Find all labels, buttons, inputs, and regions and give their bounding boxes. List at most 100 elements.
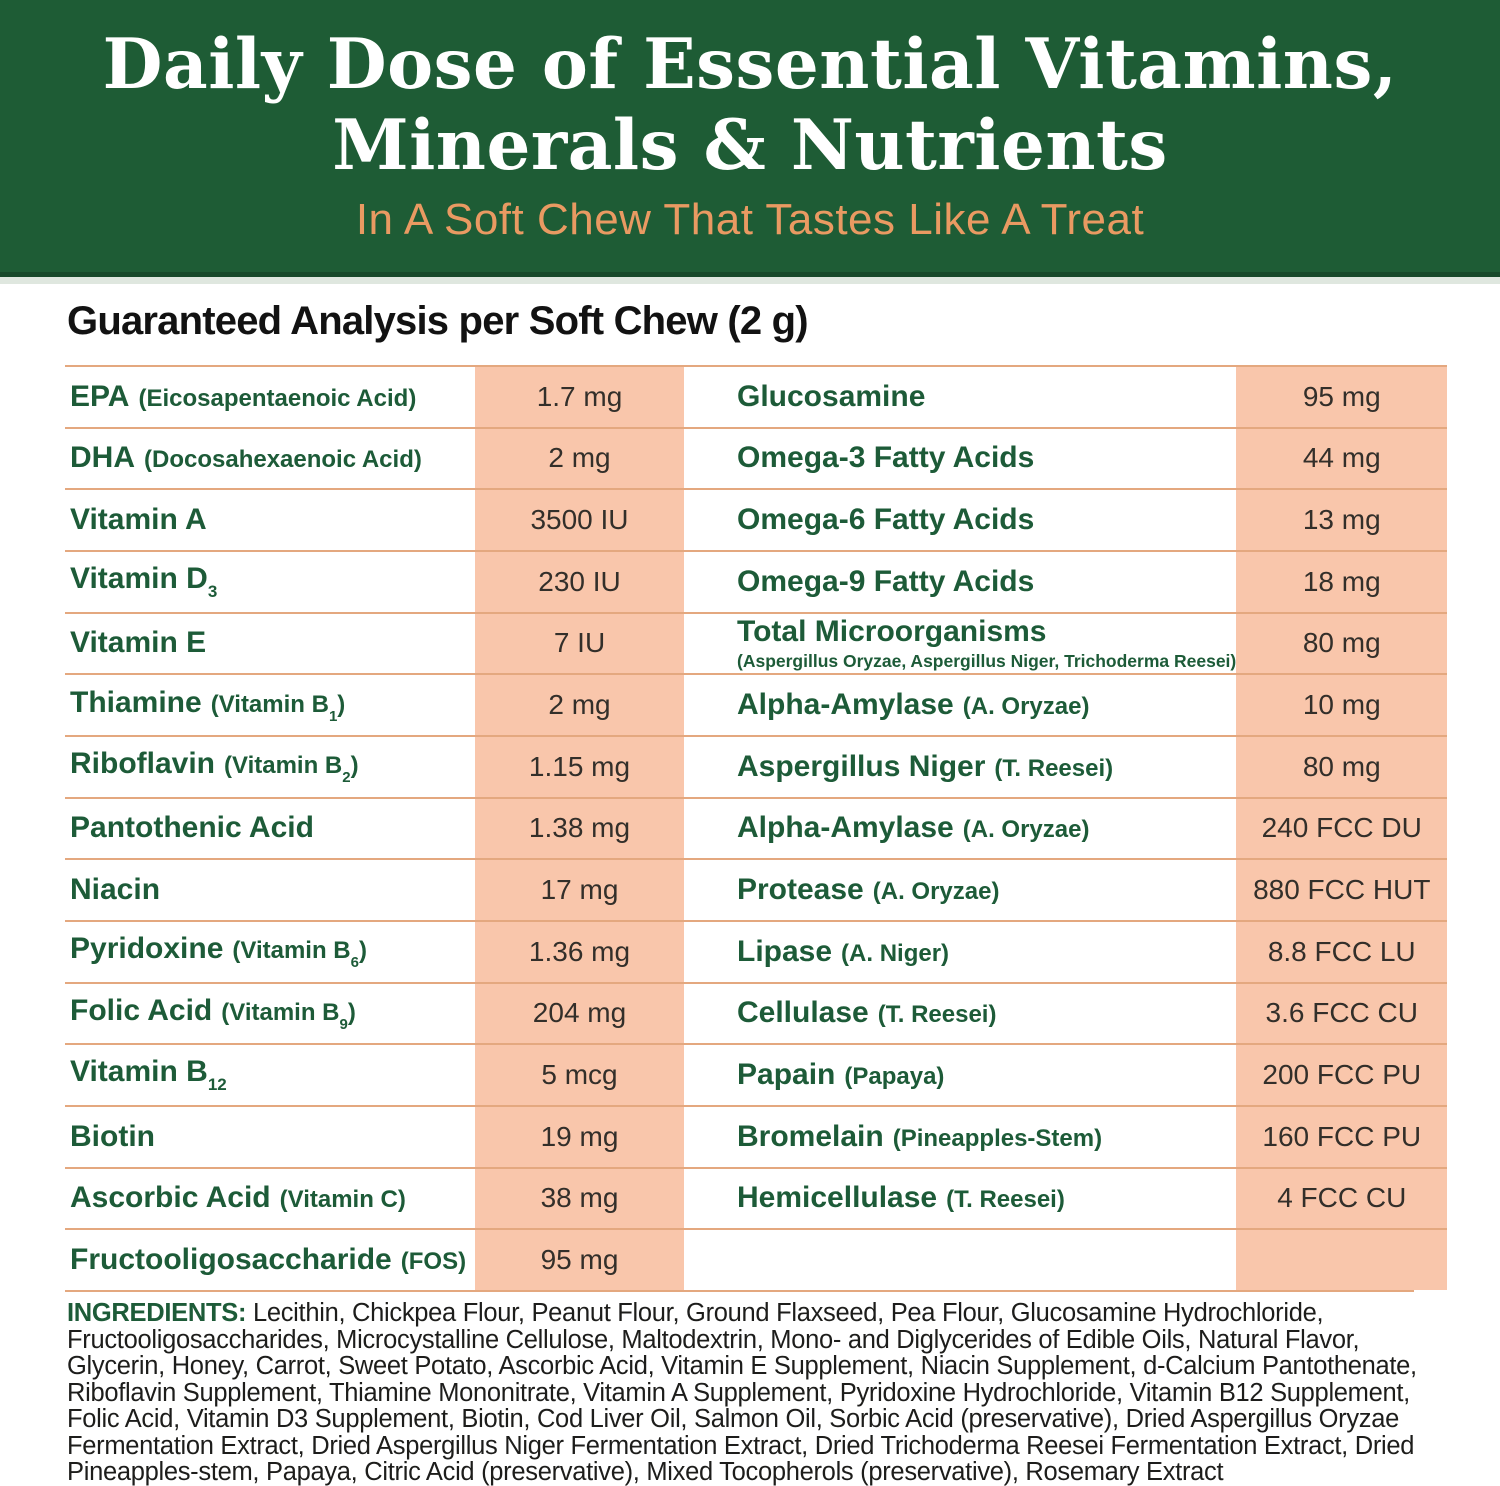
nutrient-paren: (Vitamin C): [279, 1186, 406, 1214]
nutrient-value: 80 mg: [1236, 737, 1448, 797]
nutrient-label-line: DHA (Docosahexaenoic Acid): [70, 441, 475, 475]
nutrient-value: 95 mg: [1236, 367, 1448, 427]
guaranteed-analysis-heading: Guaranteed Analysis per Soft Chew (2 g): [67, 299, 809, 343]
nutrient-value: 2 mg: [475, 428, 684, 489]
nutrient-value: 1.15 mg: [475, 737, 684, 797]
nutrient-label-line: Vitamin A: [70, 503, 475, 537]
nutrient-label-cell: Niacin: [65, 860, 475, 920]
nutrient-label-line: Ascorbic Acid (Vitamin C): [70, 1181, 475, 1215]
nutrient-name: Pantothenic Acid: [70, 811, 314, 845]
nutrient-name: Bromelain: [737, 1119, 884, 1153]
table-row: Omega-9 Fatty Acids 18 mg: [684, 550, 1448, 612]
nutrient-value: 880 FCC HUT: [1236, 860, 1448, 920]
nutrient-paren-subscript: 2: [342, 769, 351, 787]
guaranteed-analysis-table: EPA (Eicosapentaenoic Acid) 1.7 mg DHA (Do…: [65, 365, 1448, 1292]
nutrient-value: 8.8 FCC LU: [1236, 922, 1448, 982]
nutrient-paren: (Eicosapentaenoic Acid): [138, 384, 417, 412]
nutrient-label-line: Vitamin B12: [70, 1055, 475, 1095]
nutrient-name: Vitamin A: [70, 503, 207, 537]
nutrient-label-cell: Omega-6 Fatty Acids: [684, 490, 1236, 550]
nutrient-label-cell: Glucosamine: [684, 367, 1236, 427]
nutrient-label-cell: Pyridoxine (Vitamin B6): [65, 922, 475, 982]
nutrient-label-line: Omega-6 Fatty Acids: [737, 503, 1236, 537]
nutrient-label-cell: Alpha-Amylase (A. Oryzae): [684, 675, 1236, 735]
nutrient-value: 1.7 mg: [475, 367, 684, 427]
nutrient-value: 204 mg: [475, 983, 684, 1044]
nutrient-name: Alpha-Amylase: [737, 811, 954, 845]
nutrient-label-cell: Fructooligosaccharide (FOS): [65, 1230, 475, 1290]
nutrient-value: 10 mg: [1236, 675, 1448, 735]
nutrient-value: 3500 IU: [475, 490, 684, 550]
nutrient-label-cell: Vitamin B12: [65, 1045, 475, 1105]
table-row: Vitamin A 3500 IU: [65, 488, 684, 550]
nutrient-paren: (Docosahexaenoic Acid): [144, 446, 422, 474]
nutrient-label-cell: Ascorbic Acid (Vitamin C): [65, 1169, 475, 1229]
nutrient-paren: (T. Reesei): [994, 754, 1114, 782]
nutrient-name: Fructooligosaccharide: [70, 1243, 392, 1277]
table-row: Ascorbic Acid (Vitamin C) 38 mg: [65, 1166, 684, 1229]
table-row: Papain (Papaya) 200 FCC PU: [684, 1043, 1448, 1105]
nutrient-label-line: Alpha-Amylase (A. Oryzae): [737, 811, 1236, 845]
nutrient-name: Folic Acid: [70, 993, 213, 1027]
nutrient-label-line: Riboflavin (Vitamin B2): [70, 747, 475, 786]
nutrient-paren: (Vitamin B: [224, 752, 343, 780]
nutrient-paren-close: ): [337, 690, 346, 718]
nutrient-label-cell: Papain (Papaya): [684, 1045, 1236, 1105]
nutrient-label-cell: Cellulase (T. Reesei): [684, 984, 1236, 1044]
nutrient-name: Omega-3 Fatty Acids: [737, 441, 1035, 475]
table-row: DHA (Docosahexaenoic Acid) 2 mg: [65, 426, 684, 489]
nutrient-value: 95 mg: [475, 1230, 684, 1290]
nutrient-name: Pyridoxine: [70, 932, 224, 966]
nutrient-note: (Aspergillus Oryzae, Aspergillus Niger, …: [737, 650, 1237, 671]
nutrient-paren: (Vitamin B: [232, 937, 351, 965]
nutrient-value: 18 mg: [1236, 552, 1448, 612]
nutrient-label-cell: Omega-3 Fatty Acids: [684, 429, 1236, 489]
nutrient-name-subscript: 12: [207, 1075, 227, 1095]
table-right-column: Glucosamine 95 mg Omega-3 Fatty Acids 44…: [684, 365, 1448, 1290]
nutrient-label-line: Protease (A. Oryzae): [737, 873, 1236, 907]
table-row: Riboflavin (Vitamin B2) 1.15 mg: [65, 735, 684, 797]
nutrient-value: 17 mg: [475, 860, 684, 920]
nutrient-label-cell: [684, 1230, 1236, 1290]
nutrient-name: Lipase: [737, 934, 833, 968]
nutrient-label-line: Omega-9 Fatty Acids: [737, 565, 1236, 599]
nutrient-paren-subscript: 9: [339, 1015, 348, 1033]
nutrient-name: Vitamin B: [70, 1055, 208, 1089]
nutrient-name: Glucosamine: [737, 379, 926, 413]
table-row: Glucosamine 95 mg: [684, 365, 1448, 427]
page-subtitle: In A Soft Chew That Tastes Like A Treat: [355, 195, 1145, 244]
nutrient-paren: (Vitamin B: [221, 998, 340, 1026]
nutrient-label-line: Pyridoxine (Vitamin B6): [70, 932, 475, 971]
nutrient-paren: (FOS): [400, 1248, 467, 1276]
nutrient-name: Riboflavin: [70, 747, 216, 781]
nutrient-paren: (A. Oryzae): [962, 693, 1090, 721]
nutrient-name: EPA: [70, 379, 130, 413]
nutrient-value: 7 IU: [475, 613, 684, 674]
nutrient-paren-close: ): [350, 752, 359, 780]
nutrient-label-line: Total Microorganisms: [737, 615, 1236, 649]
nutrient-value: 80 mg: [1236, 613, 1448, 674]
table-row: Aspergillus Niger (T. Reesei) 80 mg: [684, 735, 1448, 797]
table-row: Folic Acid (Vitamin B9) 204 mg: [65, 981, 684, 1044]
nutrient-value: 3.6 FCC CU: [1236, 983, 1448, 1044]
nutrient-label-line: Lipase (A. Niger): [737, 935, 1236, 969]
nutrient-label-line: Cellulase (T. Reesei): [737, 996, 1236, 1030]
table-row: Bromelain (Pineapples-Stem) 160 FCC PU: [684, 1105, 1448, 1167]
nutrient-label-cell: Biotin: [65, 1107, 475, 1167]
nutrient-value: 1.36 mg: [475, 922, 684, 982]
nutrient-label-line: Bromelain (Pineapples-Stem): [737, 1120, 1236, 1154]
nutrient-paren: (T. Reesei): [946, 1186, 1065, 1214]
nutrient-label-cell: Omega-9 Fatty Acids: [684, 552, 1236, 612]
nutrient-name: Thiamine: [70, 685, 202, 719]
nutrient-value: 13 mg: [1236, 490, 1448, 550]
nutrient-label-cell: Aspergillus Niger (T. Reesei): [684, 737, 1236, 797]
nutrient-label-cell: Vitamin A: [65, 490, 475, 550]
nutrient-label-line: Pantothenic Acid: [70, 811, 475, 845]
table-row: Hemicellulase (T. Reesei) 4 FCC CU: [684, 1166, 1448, 1229]
page-title-line1: Daily Dose of Essential Vitamins,: [102, 24, 1398, 105]
nutrient-paren: (A. Oryzae): [872, 878, 1000, 906]
table-row: Omega-6 Fatty Acids 13 mg: [684, 488, 1448, 550]
table-row: Total Microorganisms (Aspergillus Oryzae…: [684, 611, 1448, 674]
table-row: Pantothenic Acid 1.38 mg: [65, 796, 684, 859]
table-row: Thiamine (Vitamin B1) 2 mg: [65, 673, 684, 735]
